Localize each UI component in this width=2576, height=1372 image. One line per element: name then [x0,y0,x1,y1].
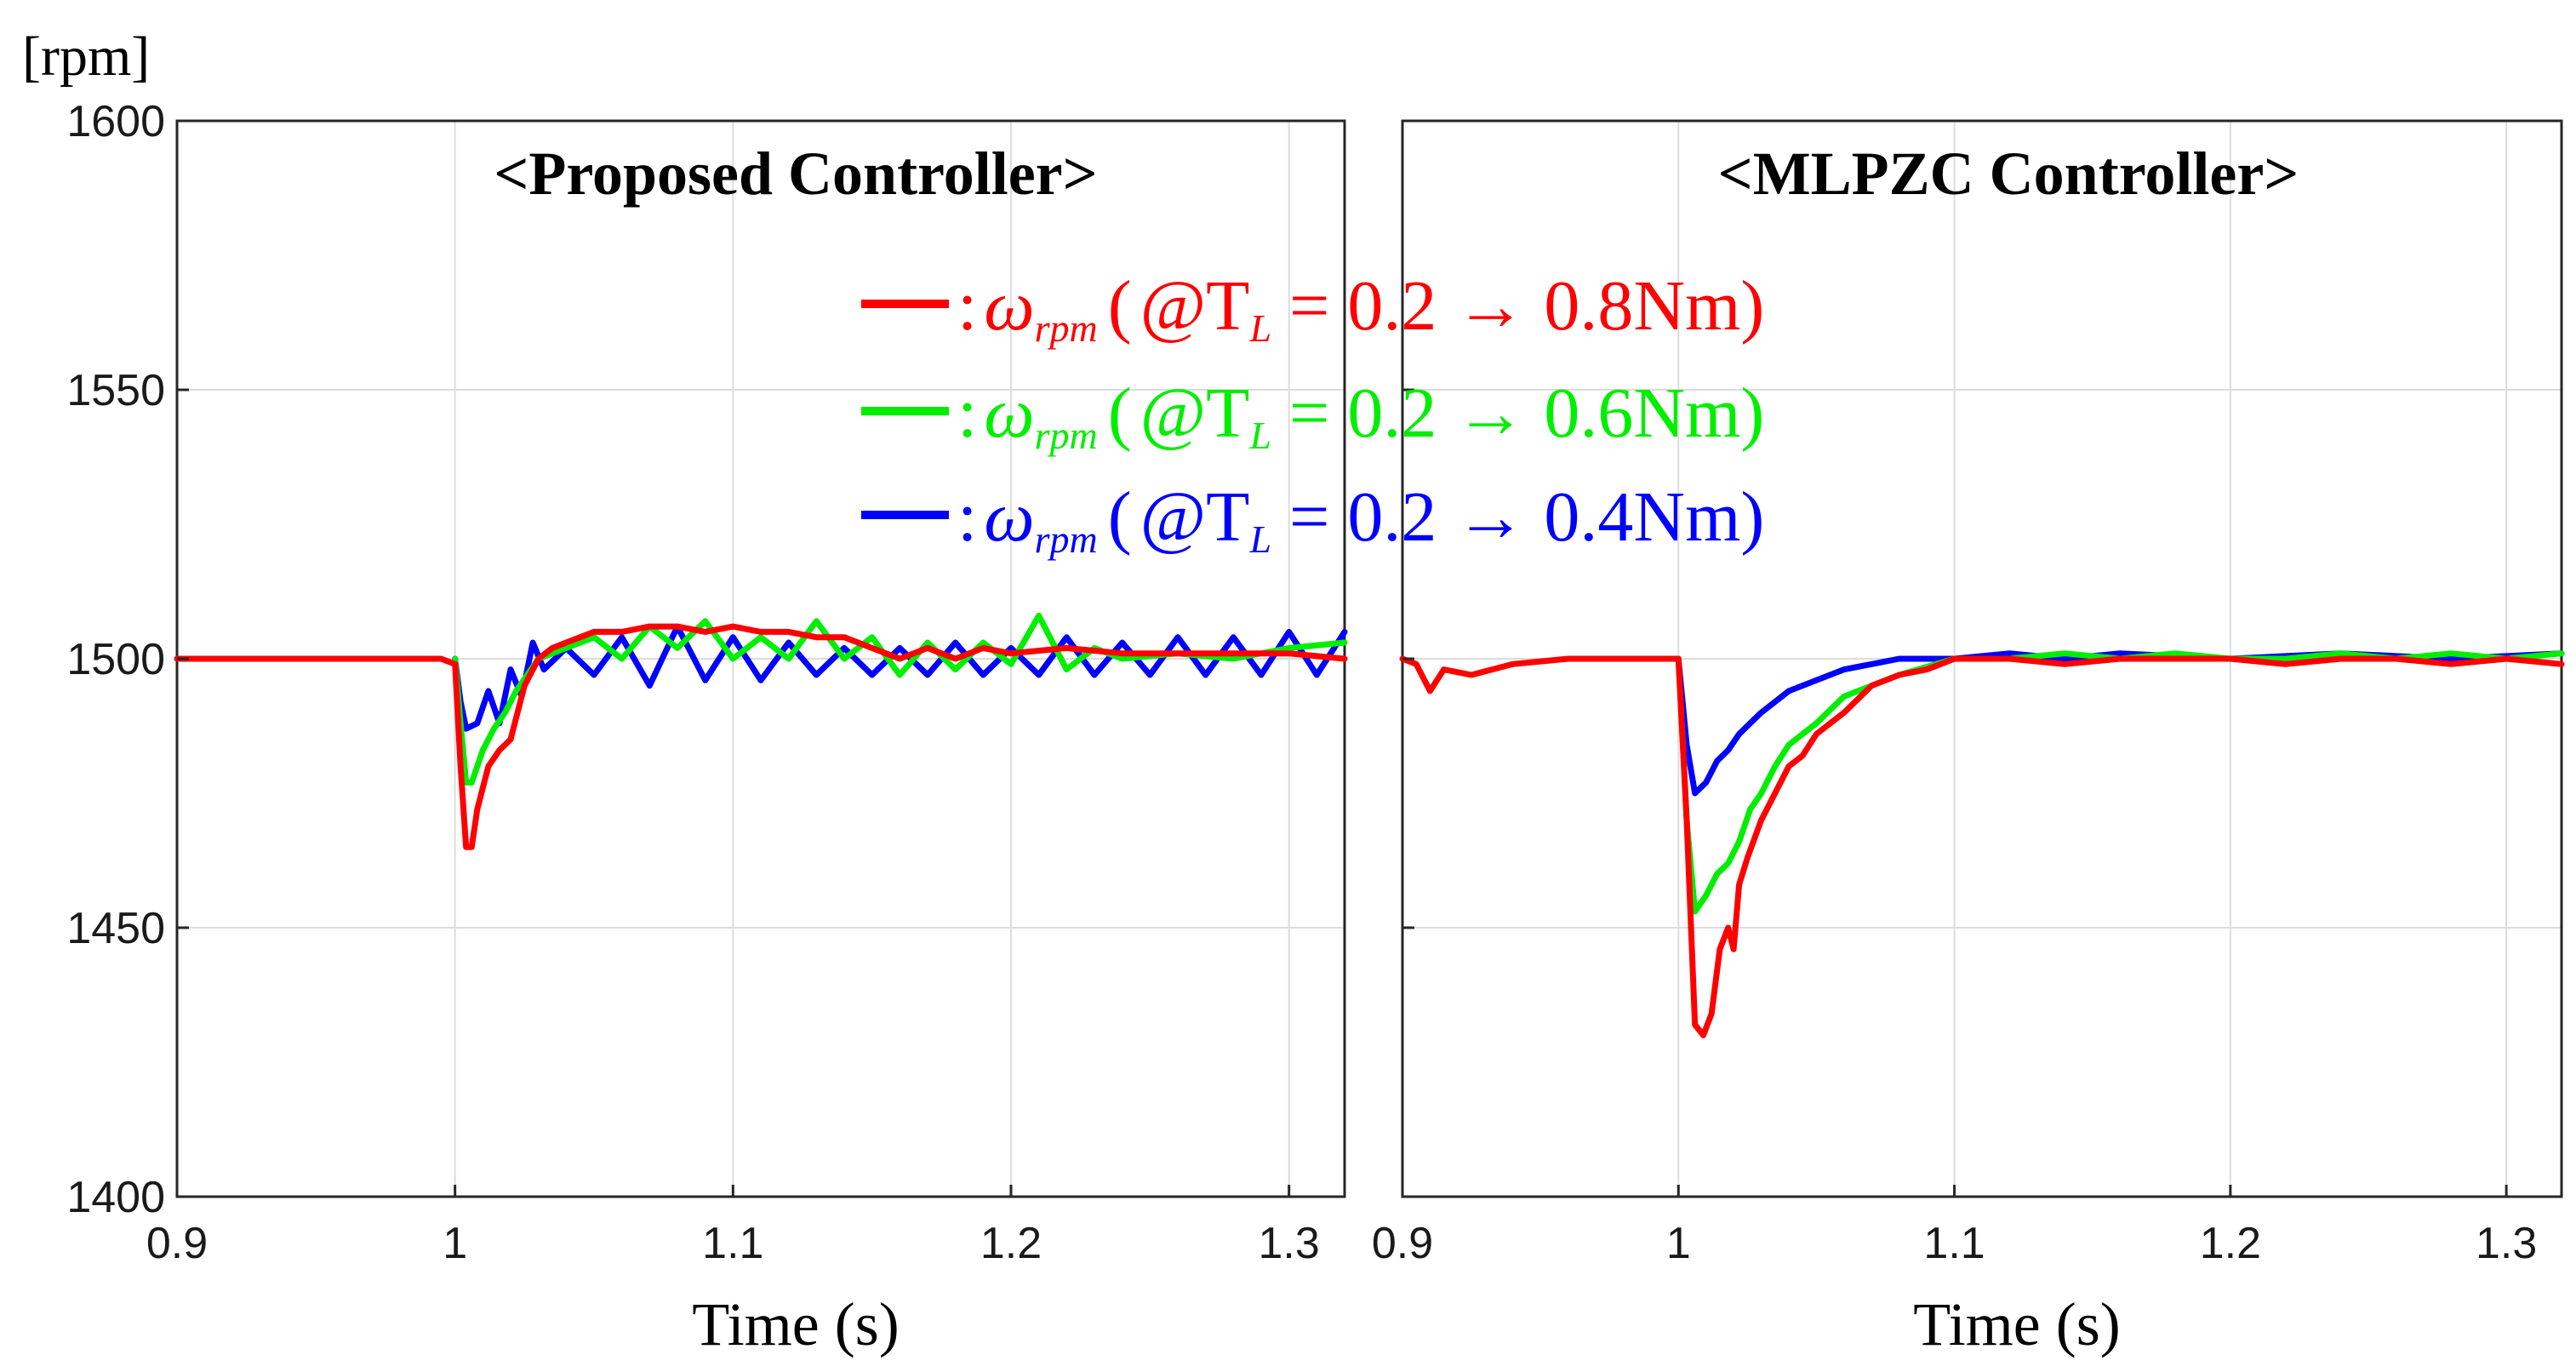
x-tick-label: 1 [443,1219,467,1268]
panel-proposed-title: <Proposed Controller> [494,140,1097,208]
series-line-blue [452,623,1348,732]
y-tick-label: 1600 [66,97,165,146]
legend-label: :ωrpm(@TL = 0.2 → 0.8Nm) [957,266,1764,350]
y-tick-label: 1550 [66,366,165,415]
panel-proposed-series [174,612,1348,850]
panel-mlpzc-xlabel: Time (s) [1913,1290,2120,1358]
y-tick-label: 1500 [66,635,165,684]
x-tick-label: 0.9 [146,1219,208,1268]
x-tick-label: 0.9 [1372,1219,1433,1268]
panel-mlpzc-controller: 0.9 1 1.1 1.2 1.3 <MLPZC Controller> Time (s… [1372,119,2565,1358]
x-tick-label: 1.2 [2200,1219,2261,1268]
panel-mlpzc-ticks: 0.9 1 1.1 1.2 1.3 [1372,388,2537,1268]
panel-mlpzc-title: <MLPZC Controller> [1718,140,2299,208]
panel-proposed-xlabel: Time (s) [692,1290,899,1358]
x-tick-label: 1.3 [2476,1219,2537,1268]
y-tick-label: 1450 [66,904,165,953]
y-tick-label: 1400 [66,1173,165,1222]
legend: :ωrpm(@TL = 0.2 → 0.8Nm) :ωrpm(@TL = 0.2… [861,266,1764,561]
panel-proposed-controller: 0.9 1 1.1 1.2 1.3 1400 1450 1500 1550 1600 <Propo… [66,97,1348,1358]
legend-label: :ωrpm(@TL = 0.2 → 0.4Nm) [957,477,1764,561]
x-tick-label: 1.2 [980,1219,1042,1268]
legend-label: :ωrpm(@TL = 0.2 → 0.6Nm) [957,374,1764,457]
panel-mlpzc-series [1399,650,2565,1038]
x-tick-label: 1.3 [1259,1219,1320,1268]
legend-entry-0: :ωrpm(@TL = 0.2 → 0.8Nm) [861,266,1764,350]
series-line-red [1399,655,2565,1038]
x-tick-label: 1.1 [1923,1219,1985,1268]
legend-entry-2: :ωrpm(@TL = 0.2 → 0.4Nm) [861,477,1764,561]
series-line-green [452,612,1348,786]
legend-entry-1: :ωrpm(@TL = 0.2 → 0.6Nm) [861,374,1764,457]
panel-proposed-ticks: 0.9 1 1.1 1.2 1.3 1400 1450 1500 1550 1600 [66,97,1320,1268]
y-unit-label: [rpm] [22,26,150,88]
series-line-red [174,623,1348,850]
x-tick-label: 1.1 [702,1219,763,1268]
x-tick-label: 1 [1666,1219,1691,1268]
